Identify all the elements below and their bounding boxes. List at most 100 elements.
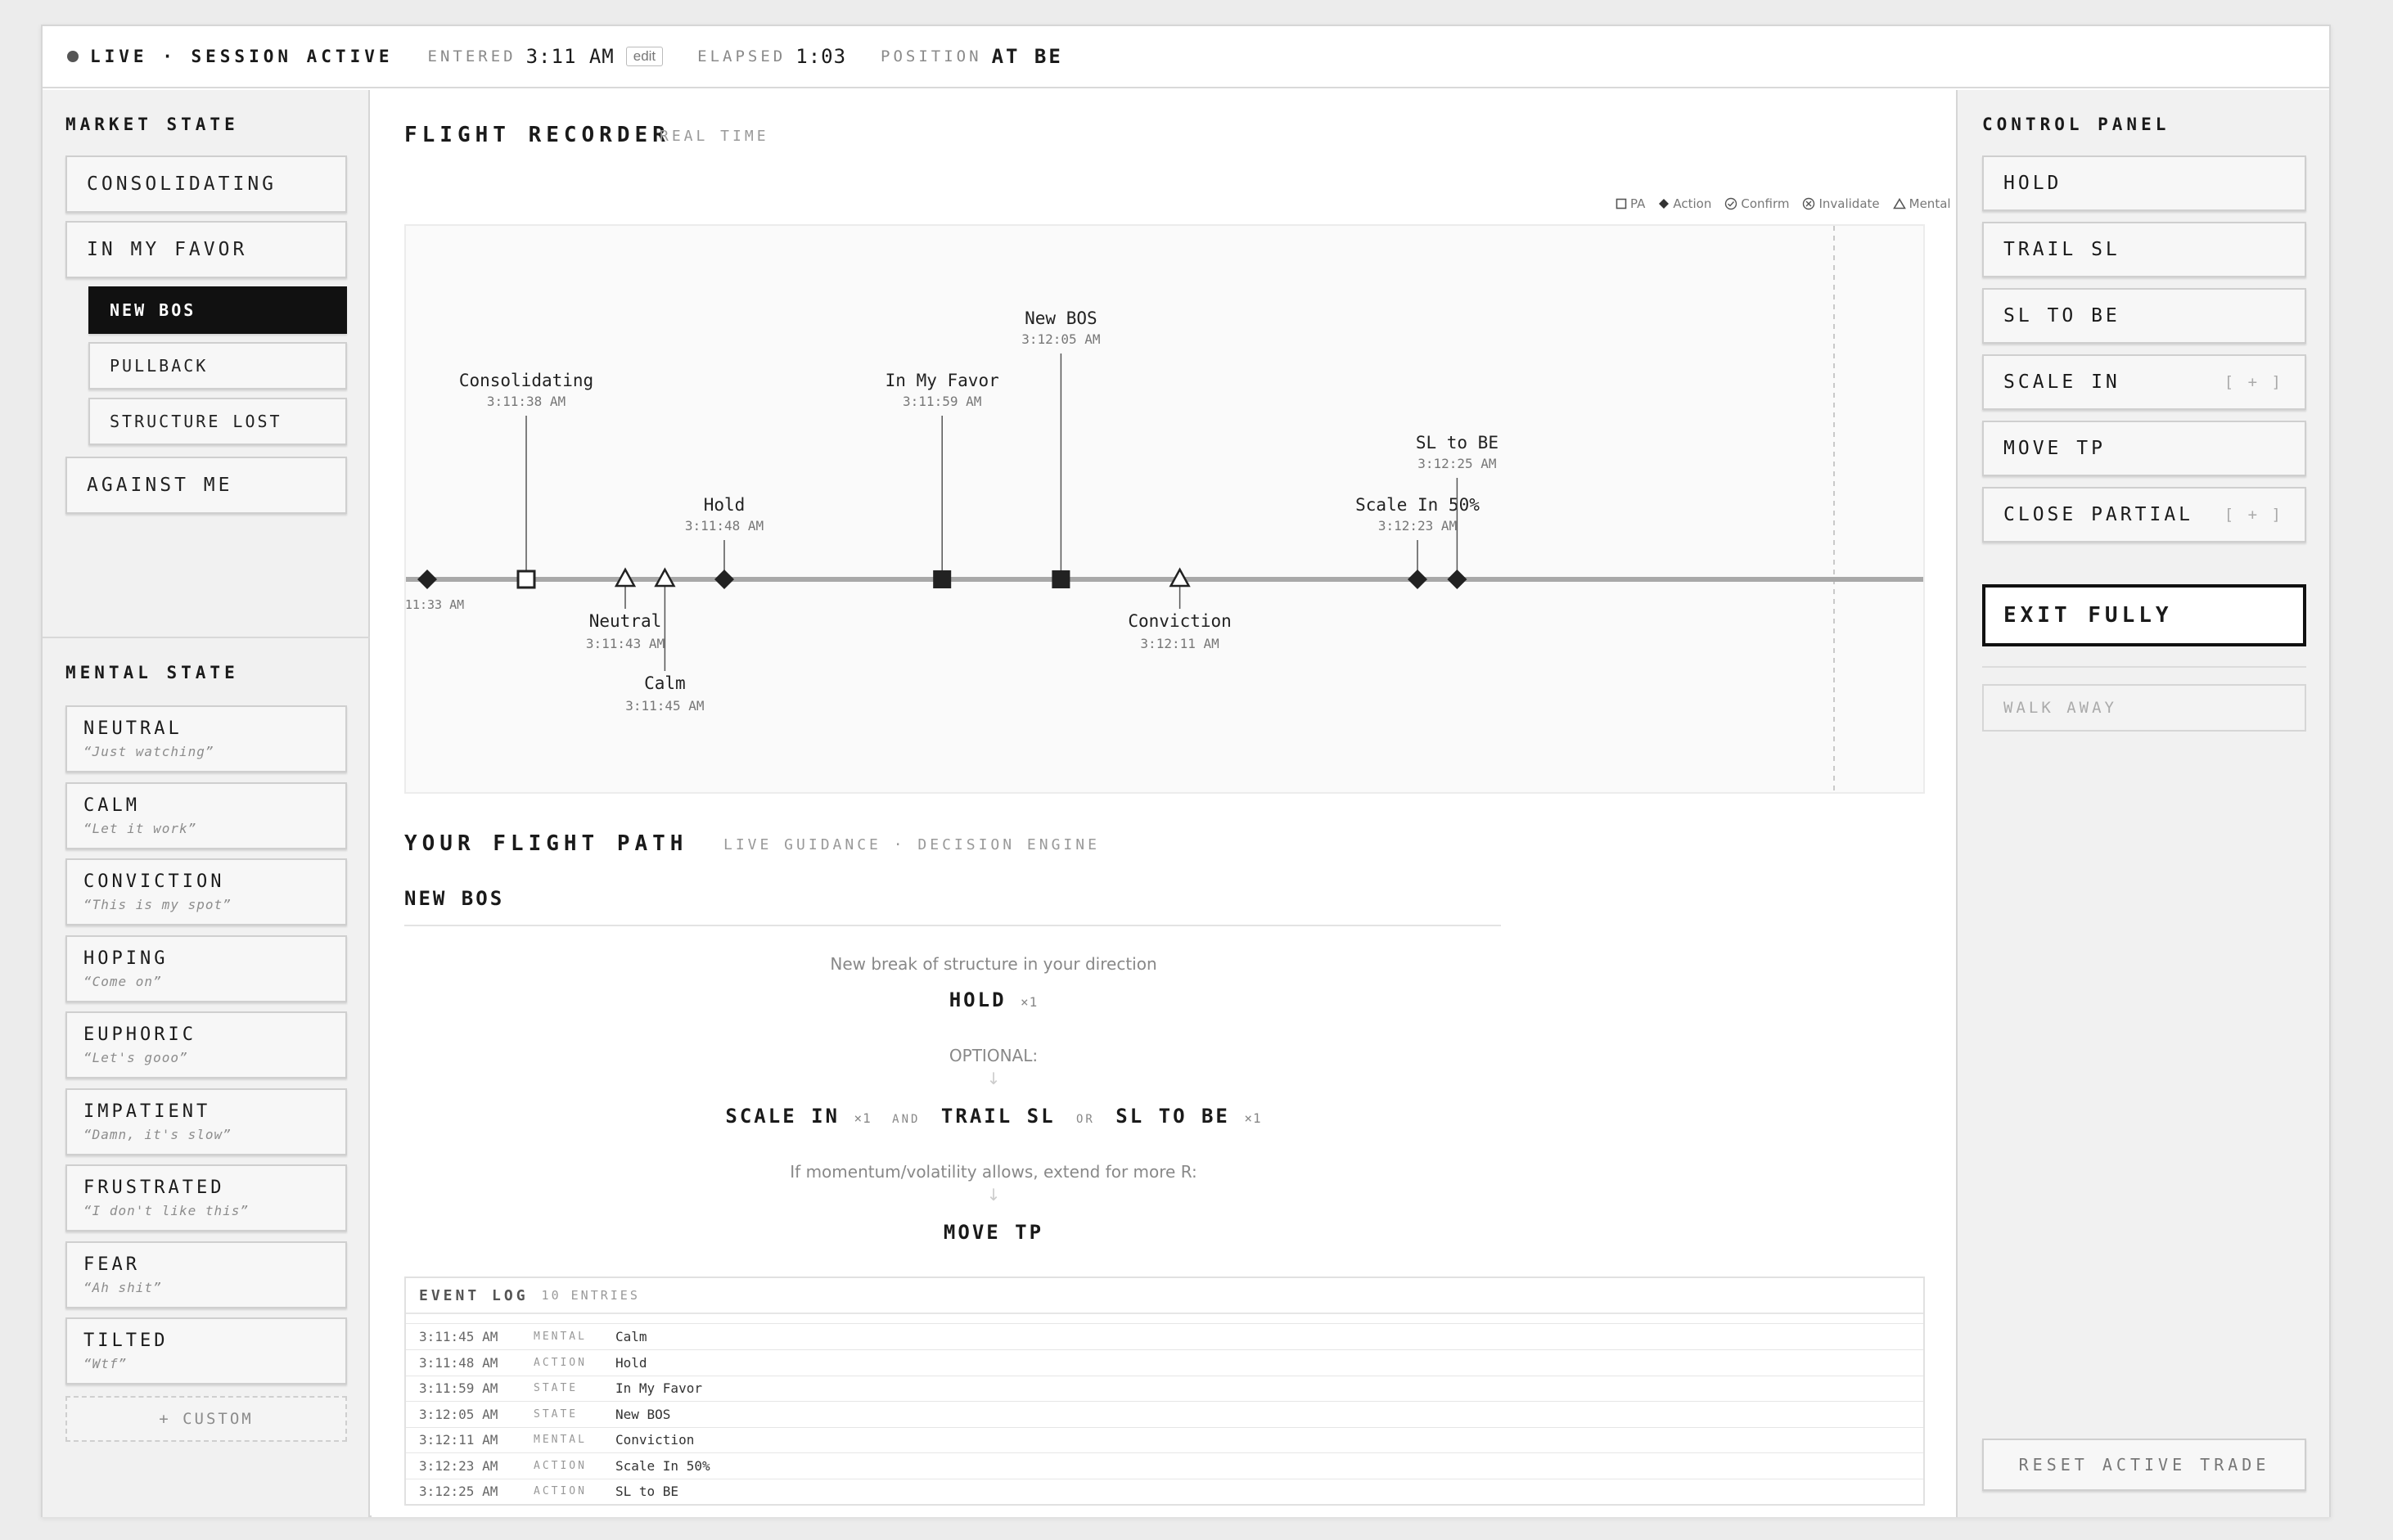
app-window: LIVE · SESSION ACTIVE ENTERED 3:11 AM ed… xyxy=(41,25,2331,1517)
market-consolidating-button[interactable]: CONSOLIDATING xyxy=(65,155,347,213)
exit-fully-button[interactable]: EXIT FULLY xyxy=(1982,584,2306,646)
opt-scale-in: SCALE IN xyxy=(725,1105,840,1128)
or-label: OR xyxy=(1075,1113,1095,1126)
market-pullback-button[interactable]: PULLBACK xyxy=(88,342,347,390)
custom-mental-state-button[interactable]: + CUSTOM xyxy=(65,1396,347,1442)
control-button-label: TRAIL SL xyxy=(2003,239,2120,260)
table-row xyxy=(406,1314,1923,1324)
mental-state-label: FRUSTRATED xyxy=(83,1178,225,1198)
optional-label: OPTIONAL: xyxy=(949,1046,1039,1065)
log-type: STATE xyxy=(534,1382,579,1394)
triangle-marker xyxy=(654,567,676,588)
flight-path-title: YOUR FLIGHT PATH xyxy=(404,831,688,856)
table-row: 3:12:11 AM MENTAL Conviction xyxy=(406,1427,1923,1453)
mental-state-label: FEAR xyxy=(83,1254,140,1275)
timeline-event-action: SL to BE 3:12:25 AM xyxy=(1416,433,1498,589)
mental-euphoric-button[interactable]: EUPHORIC “Let's gooo” xyxy=(65,1011,347,1078)
optional-guidance: SCALE IN ×1 AND TRAIL SL OR SL TO BE ×1 xyxy=(625,1105,1362,1128)
path-divider xyxy=(404,925,1501,926)
mental-state-label: IMPATIENT xyxy=(83,1101,211,1122)
edit-entry-button[interactable]: edit xyxy=(625,47,664,66)
event-label: Neutral xyxy=(589,611,662,631)
legend-invalidate: Invalidate xyxy=(1802,196,1880,211)
control-button-label: CLOSE PARTIAL xyxy=(2003,504,2194,525)
event-log-body[interactable]: 3:11:45 AM MENTAL Calm 3:11:48 AM ACTION Hold… xyxy=(406,1314,1923,1504)
mental-neutral-button[interactable]: NEUTRAL “Just watching” xyxy=(65,705,347,772)
timeline-event-pa: Consolidating 3:11:38 AM xyxy=(459,371,593,589)
market-against-me-button[interactable]: AGAINST ME xyxy=(65,457,347,514)
control-divider xyxy=(1982,666,2306,668)
flight-recorder-chart: 3:11:33 AM Consolidating 3:11:38 AM Neutral… xyxy=(390,224,1925,794)
log-type: MENTAL xyxy=(534,1434,587,1446)
event-label: Hold xyxy=(704,495,746,515)
event-time-label: 3:11:48 AM xyxy=(685,518,764,534)
hold-button[interactable]: HOLD xyxy=(1982,155,2306,211)
event-time-label: 3:11:59 AM xyxy=(903,394,981,409)
session-status: LIVE · SESSION ACTIVE xyxy=(90,47,394,66)
flight-recorder-title: FLIGHT RECORDER xyxy=(404,123,670,147)
table-row: 3:12:25 AM ACTION SL to BE xyxy=(406,1479,1923,1504)
legend-confirm-label: Confirm xyxy=(1741,196,1790,211)
event-label: New BOS xyxy=(1025,308,1097,328)
x-circle-icon xyxy=(1803,197,1815,210)
triangle-icon xyxy=(1892,198,1906,209)
mental-tilted-button[interactable]: TILTED “Wtf” xyxy=(65,1317,347,1385)
move-tp-button[interactable]: MOVE TP xyxy=(1982,421,2306,476)
trail-sl-button[interactable]: TRAIL SL xyxy=(1982,222,2306,277)
legend-pa: PA xyxy=(1616,196,1645,211)
event-label: Conviction xyxy=(1128,611,1231,631)
down-arrow-icon: ↓ xyxy=(986,1069,1001,1088)
opt-scale-in-count: ×1 xyxy=(854,1110,872,1126)
triangle-marker xyxy=(1169,567,1191,588)
close-partial-button[interactable]: CLOSE PARTIAL [ + ] xyxy=(1982,487,2306,543)
log-time: 3:12:23 AM xyxy=(419,1457,498,1474)
control-panel: CONTROL PANEL EXIT FULLY WALK AWAY RESET… xyxy=(1956,90,2329,1517)
reset-active-trade-button[interactable]: RESET ACTIVE TRADE xyxy=(1982,1439,2306,1491)
log-time: 3:12:11 AM xyxy=(419,1432,498,1448)
elapsed-label: ELAPSED xyxy=(697,47,786,65)
table-row: 3:11:48 AM ACTION Hold xyxy=(406,1350,1923,1376)
opt-trail-sl: TRAIL SL xyxy=(940,1105,1056,1128)
mental-state-quote: “Let it work” xyxy=(83,820,197,836)
event-label: SL to BE xyxy=(1416,433,1498,453)
mental-conviction-button[interactable]: CONVICTION “This is my spot” xyxy=(65,858,347,925)
live-indicator-icon xyxy=(67,51,79,62)
mental-state-quote: “Wtf” xyxy=(83,1356,128,1371)
walk-away-button[interactable]: WALK AWAY xyxy=(1982,684,2306,732)
sl-to-be-button[interactable]: SL TO BE xyxy=(1982,288,2306,344)
legend-action-label: Action xyxy=(1673,196,1712,211)
extend-action: MOVE TP xyxy=(943,1221,1044,1244)
log-type: MENTAL xyxy=(534,1331,587,1343)
left-sidebar: MARKET STATE CONSOLIDATING IN MY FAVOR N… xyxy=(43,90,370,1517)
log-time: 3:11:45 AM xyxy=(419,1329,498,1344)
mental-calm-button[interactable]: CALM “Let it work” xyxy=(65,781,347,849)
table-row: 3:12:23 AM ACTION Scale In 50% xyxy=(406,1453,1923,1479)
market-structure-lost-button[interactable]: STRUCTURE LOST xyxy=(88,398,347,445)
timeline-event-state: In My Favor 3:11:59 AM xyxy=(886,371,999,588)
primary-guidance: HOLD ×1 xyxy=(625,988,1362,1011)
scale-in-button[interactable]: SCALE IN [ + ] xyxy=(1982,354,2306,410)
legend-action: Action xyxy=(1658,196,1711,211)
opt-sl-to-be: SL TO BE xyxy=(1115,1105,1230,1128)
mental-state-quote: “Just watching” xyxy=(83,744,214,759)
event-time-label: 3:12:11 AM xyxy=(1140,636,1219,651)
market-new-bos-button[interactable]: NEW BOS xyxy=(88,286,347,334)
market-in-my-favor-button[interactable]: IN MY FAVOR xyxy=(65,221,347,278)
mental-fear-button[interactable]: FEAR “Ah shit” xyxy=(65,1241,347,1308)
event-time-label: 3:11:33 AM xyxy=(406,597,464,612)
control-button-label: SCALE IN xyxy=(2003,371,2120,393)
control-button-label: MOVE TP xyxy=(2003,438,2106,459)
event-time-label: 3:11:45 AM xyxy=(625,698,704,714)
log-time: 3:12:25 AM xyxy=(419,1484,498,1499)
legend-mental: Mental xyxy=(1892,196,1951,211)
mental-frustrated-button[interactable]: FRUSTRATED “I don't like this” xyxy=(65,1164,347,1232)
table-row: 3:11:59 AM STATE In My Favor xyxy=(406,1376,1923,1402)
check-circle-icon xyxy=(1725,197,1737,210)
log-time: 3:11:48 AM xyxy=(419,1354,498,1371)
mental-impatient-button[interactable]: IMPATIENT “Damn, it's slow” xyxy=(65,1087,347,1155)
mental-hoping-button[interactable]: HOPING “Come on” xyxy=(65,934,347,1002)
filled-square-marker xyxy=(1052,570,1070,588)
chart-legend: PA Action Confirm Invalidate Mental xyxy=(1616,196,1951,211)
log-time: 3:12:05 AM xyxy=(419,1406,498,1422)
filled-square-marker xyxy=(933,570,952,588)
